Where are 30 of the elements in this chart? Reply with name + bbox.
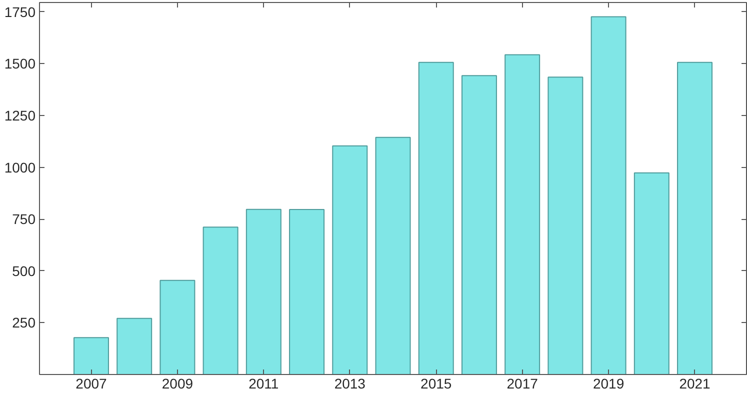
bar	[116, 318, 152, 374]
y-tick-label: 250	[12, 314, 36, 331]
bar	[418, 62, 454, 374]
bar	[202, 226, 238, 374]
x-tick-label: 2011	[248, 376, 279, 392]
x-tick-label: 2017	[506, 376, 538, 392]
y-tick-label: 750	[12, 211, 36, 228]
bar	[590, 16, 626, 374]
bar	[677, 62, 713, 374]
bar	[634, 172, 670, 374]
y-tick-label: 1500	[4, 56, 36, 72]
bar	[504, 54, 540, 374]
bar	[289, 209, 325, 374]
y-tick-label: 1250	[4, 107, 36, 124]
x-tick-label: 2021	[679, 376, 711, 392]
x-tick-label: 2007	[76, 376, 108, 392]
y-tick-label: 1000	[4, 159, 36, 176]
bar	[73, 337, 109, 374]
y-tick-label: 1750	[4, 4, 36, 20]
bar	[461, 75, 497, 374]
bar	[332, 145, 368, 374]
x-tick-label: 2013	[334, 376, 366, 392]
bar	[160, 280, 196, 374]
x-tick-label: 2019	[592, 376, 624, 392]
y-tick-label: 500	[12, 262, 36, 279]
bar	[548, 76, 584, 374]
x-tick-label: 2009	[162, 376, 194, 392]
x-tick-label: 2015	[420, 376, 452, 392]
bar	[246, 208, 282, 374]
bar	[375, 136, 411, 374]
